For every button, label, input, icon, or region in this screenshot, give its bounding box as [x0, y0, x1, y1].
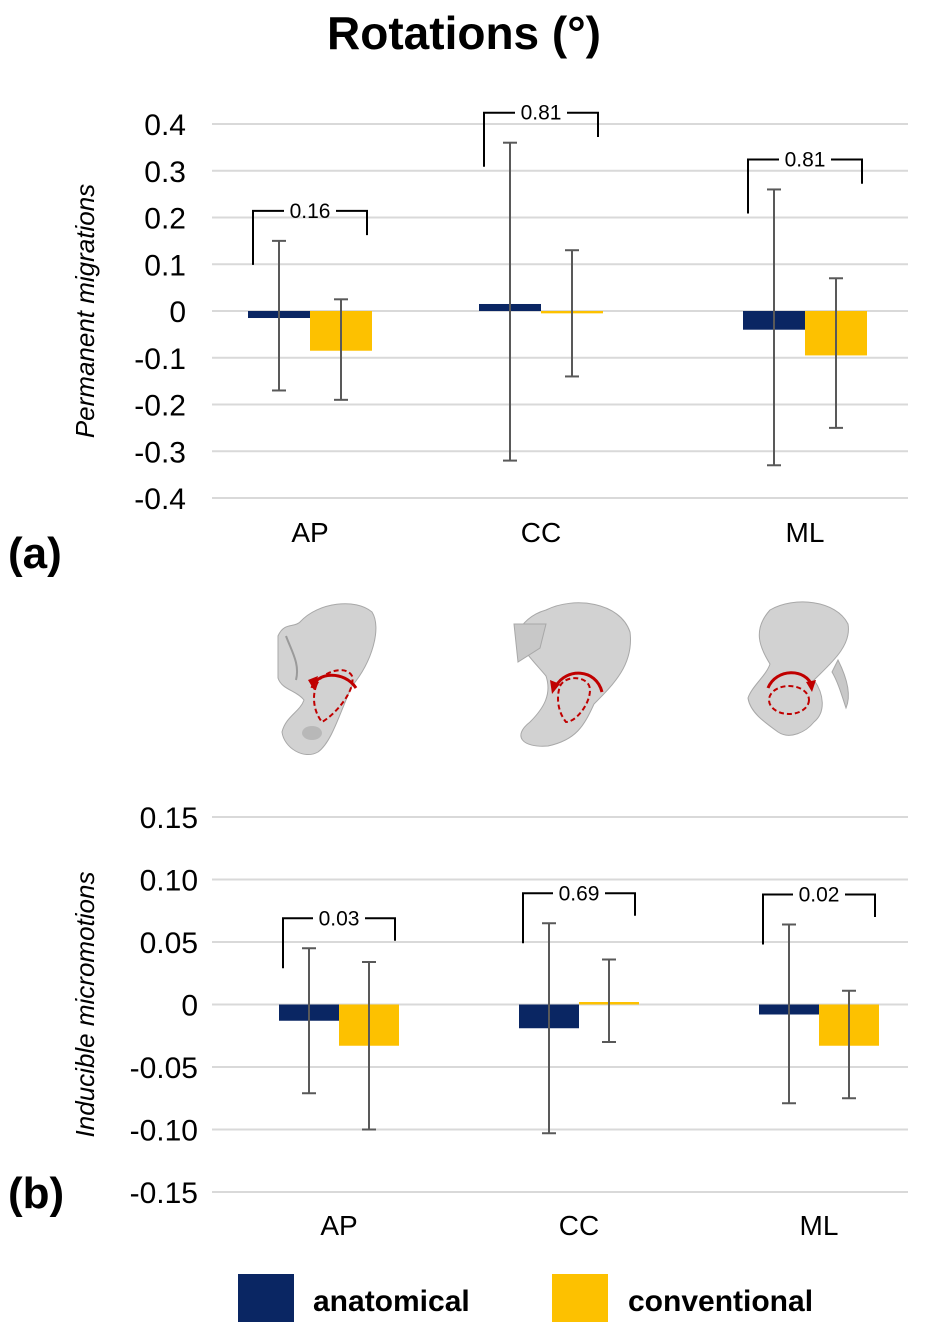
p-value-ap-a: 0.16	[290, 200, 331, 223]
y-axis-label-b: Inducible micromotions	[70, 872, 100, 1138]
y-tick-label-a: -0.3	[134, 436, 186, 469]
y-axis-label-a: Permanent migrations	[70, 184, 100, 438]
pelvis-ml-rotation-icon	[747, 601, 849, 736]
panel-label-a: (a)	[8, 529, 62, 578]
p-value-ml-b: 0.02	[799, 884, 840, 907]
significance-bracket-ap-a	[252, 209, 368, 265]
pelvis-illustrations	[277, 601, 849, 755]
panel-a-chart: 0.4 0.3 0.2 0.1 0 -0.1 -0.2 -0.3 -0.4 0.16 0.81 0.8…	[8, 102, 908, 578]
p-value-ml-a: 0.81	[785, 148, 826, 171]
figure-title: Rotations (°)	[327, 7, 601, 59]
significance-bracket-ml-b	[762, 893, 876, 945]
x-tick-label-ap-b: AP	[320, 1210, 357, 1241]
y-tick-label-b: -0.10	[130, 1115, 198, 1148]
y-tick-label-a: 0.2	[144, 203, 186, 236]
y-tick-label-a: 0	[169, 296, 186, 329]
panel-label-b: (b)	[8, 1169, 64, 1218]
y-tick-label-b: 0.15	[140, 802, 198, 835]
significance-bracket-ml-a	[747, 158, 863, 214]
y-tick-label-b: -0.05	[130, 1052, 198, 1085]
p-value-ap-b: 0.03	[319, 907, 360, 930]
y-tick-label-b: 0.10	[140, 865, 198, 898]
pelvis-cc-rotation-icon	[513, 602, 632, 747]
x-tick-label-ml-a: ML	[786, 517, 825, 548]
x-tick-label-cc-a: CC	[521, 517, 561, 548]
y-tick-label-a: -0.2	[134, 390, 186, 423]
y-tick-label-a: -0.1	[134, 343, 186, 376]
y-tick-label-a: 0.3	[144, 156, 186, 189]
y-tick-label-a: -0.4	[134, 483, 186, 516]
y-tick-label-a: 0.4	[144, 109, 186, 142]
legend-swatch-conventional	[552, 1274, 608, 1322]
y-tick-label-b: 0.05	[140, 927, 198, 960]
y-tick-label-b: -0.15	[130, 1177, 198, 1210]
legend-label-conventional: conventional	[628, 1285, 813, 1318]
legend-swatch-anatomical	[238, 1274, 294, 1322]
significance-bracket-cc-a	[483, 111, 599, 167]
x-tick-label-cc-b: CC	[559, 1210, 599, 1241]
significance-bracket-ap-b	[282, 917, 396, 969]
significance-bracket-cc-b	[522, 892, 636, 944]
pelvis-ap-rotation-icon	[277, 603, 377, 755]
legend: anatomical conventional	[238, 1274, 813, 1322]
legend-label-anatomical: anatomical	[313, 1285, 470, 1318]
x-tick-label-ap-a: AP	[291, 517, 328, 548]
x-tick-label-ml-b: ML	[800, 1210, 839, 1241]
y-tick-label-a: 0.1	[144, 249, 186, 282]
y-tick-label-b: 0	[181, 990, 198, 1023]
p-value-cc-b: 0.69	[559, 882, 600, 905]
p-value-cc-a: 0.81	[521, 102, 562, 125]
panel-b-chart: 0.15 0.10 0.05 0 -0.05 -0.10 -0.15 0.03 0.69 0.02…	[8, 802, 908, 1241]
